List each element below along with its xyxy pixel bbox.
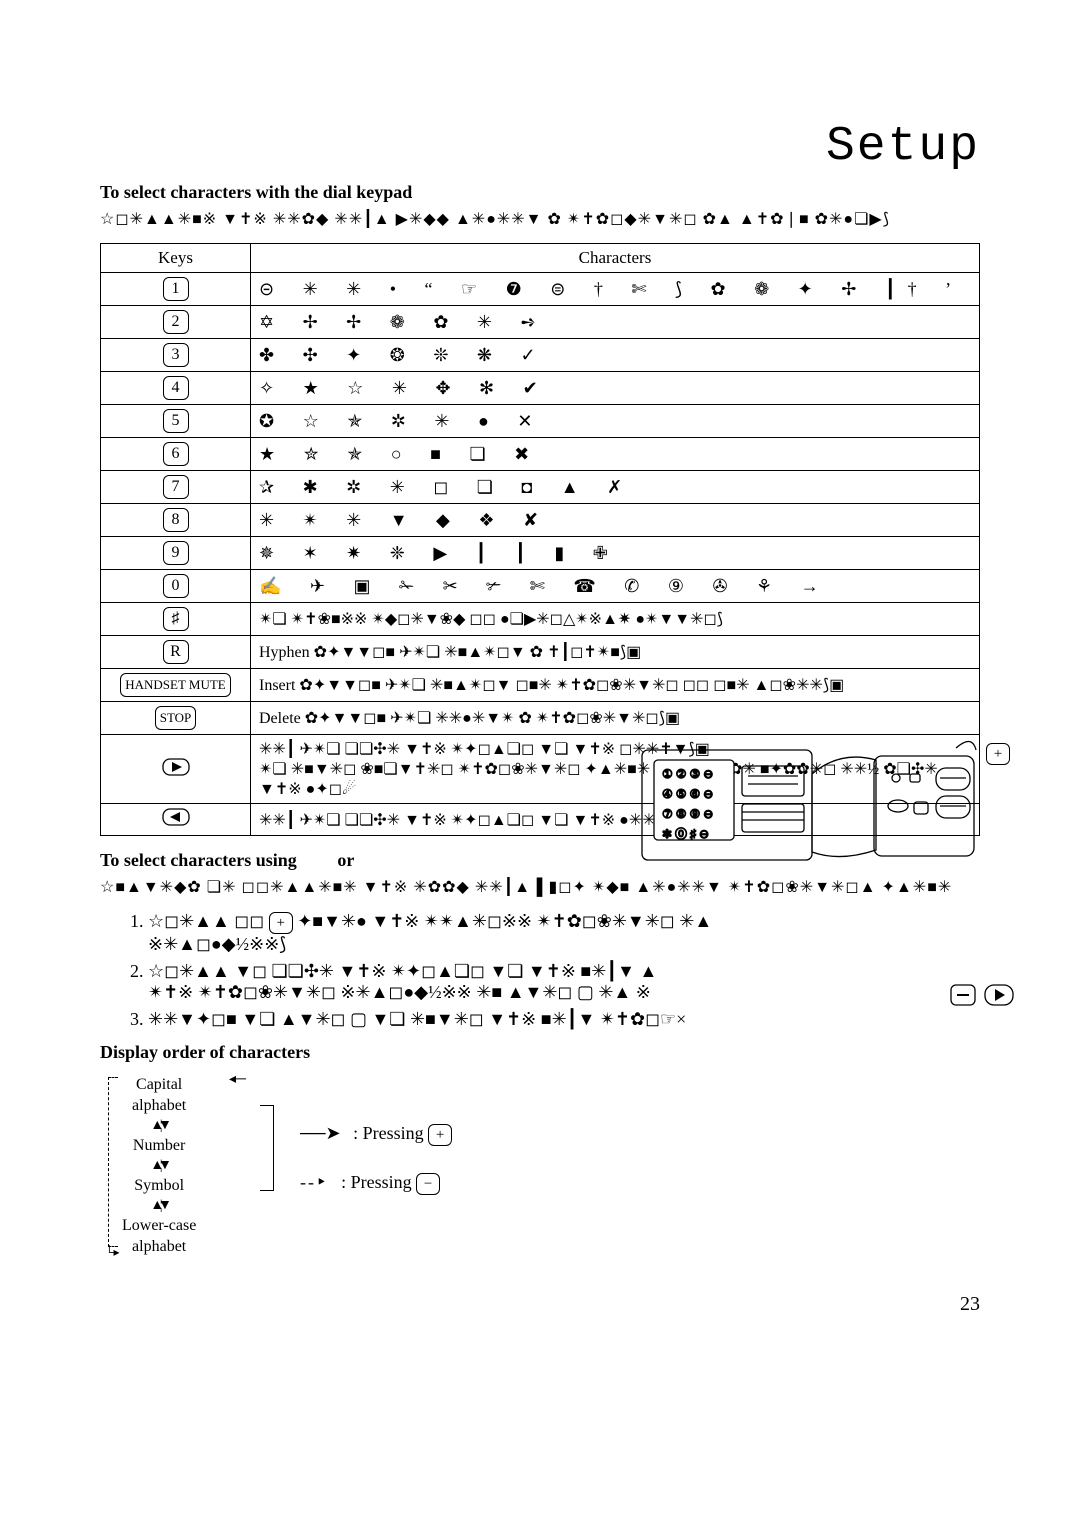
list-item: 2. ☆◻✳▲▲ ▼◻ ❏❏✣✳ ▼✝※ ✴✦◻▲❏◻ ▼❏ ▼✝※ ■✳┃▼ … <box>130 961 980 1003</box>
keypad-key: R <box>163 640 189 664</box>
table-row: 0 ✍ ✈ ▣ ✁ ✂ ✃ ✄ ☎ ✆ ⑨ ✇ ⚘ → <box>101 570 980 603</box>
keypad-key: 0 <box>163 574 189 598</box>
table-row: R Hyphen ✿✦▼▼◻■ ✈✴❏ ✳■▲✴◻▼ ✿ ✝┃◻✝✴■⟆▣ <box>101 636 980 669</box>
arrow-right-dash-icon: --‣ <box>300 1172 329 1192</box>
updown-icon-2: ▲ ¦ ▼ <box>122 1158 196 1174</box>
pressing-plus-label: : Pressing <box>353 1123 424 1143</box>
plus-key: + <box>269 912 293 934</box>
pressing-minus-label: : Pressing <box>341 1172 412 1192</box>
table-row: 3 ✤ ✣ ✦ ❂ ❊ ❋ ✓ <box>101 339 980 372</box>
keypad-chars: ✡ ✢ ✢ ❁ ✿ ✳ ➺ <box>251 306 980 339</box>
list-item: 1. ☆◻✳▲▲ ◻◻ + ✦■▼✳● ▼✝※ ✴✴▲✳◻※※ ✴✝✿◻❀✳▼✳… <box>130 911 980 955</box>
section-dial-keypad-heading: To select characters with the dial keypa… <box>100 182 980 203</box>
keypad-key: 1 <box>163 277 189 301</box>
keypad-key: 7 <box>163 475 189 499</box>
table-row: 1 ⊝ ✳ ✳ • “ ☞ ❼ ⊜ † ✄ ⟆ ✿ ❁ ✦ ✢ ┃† ’ <box>101 273 980 306</box>
page-number: 23 <box>100 1293 980 1316</box>
list-item: 3. ✳✳▼✦◻■ ▼❏ ▲▼✳◻ ▢ ▼❏ ✳■▼✳◻ ▼✝※ ■✳┃▼ ✴✝… <box>130 1009 980 1030</box>
svg-text:✻ ⓪ ♯ ⊖: ✻ ⓪ ♯ ⊖ <box>662 827 709 841</box>
minus-key: − <box>416 1173 440 1195</box>
device-right-button <box>984 984 1014 1011</box>
keypad-chars: ★ ✮ ✯ ○ ■ ❏ ✖ <box>251 438 980 471</box>
fax-device-illustration: ① ② ③ ⊖ ④ ⑤ ⑥ ⊖ ⑦ ⑧ ⑨ ⊖ ✻ ⓪ ♯ ⊖ <box>640 730 980 885</box>
keypad-chars: ✧ ★ ☆ ✳ ✥ ✻ ✔ <box>251 372 980 405</box>
keypad-chars: ✵ ✶ ✷ ❈ ▶ ┃ ┃ ▮ ✙ <box>251 537 980 570</box>
section-plusminus-heading-a: To select characters using <box>100 850 297 870</box>
flow-capital: Capital <box>122 1076 196 1094</box>
svg-text:④ ⑤ ⑥ ⊖: ④ ⑤ ⑥ ⊖ <box>662 787 713 801</box>
table-row: HANDSET MUTE Insert ✿✦▼▼◻■ ✈✴❏ ✳■▲✴◻▼ ◻■✳… <box>101 669 980 702</box>
table-row: 8 ✳ ✴ ✳ ▼ ◆ ❖ ✘ <box>101 504 980 537</box>
arrow-right-solid-icon: ──➤ <box>300 1123 341 1143</box>
updown-icon-3: ▲ ¦ ▼ <box>122 1198 196 1214</box>
instruction-list: 1. ☆◻✳▲▲ ◻◻ + ✦■▼✳● ▼✝※ ✴✴▲✳◻※※ ✴✝✿◻❀✳▼✳… <box>130 911 980 1030</box>
keypad-key: 9 <box>163 541 189 565</box>
table-row: 7 ✰ ✱ ✲ ✳ ◻ ❏ ◘ ▲ ✗ <box>101 471 980 504</box>
device-minus-button <box>950 984 976 1011</box>
flow-alphabet-2: alphabet <box>122 1238 196 1256</box>
keypad-key: 3 <box>163 343 189 367</box>
th-characters: Characters <box>251 244 980 273</box>
keypad-action-desc: Insert ✿✦▼▼◻■ ✈✴❏ ✳■▲✴◻▼ ◻■✳ ✴✝✿◻❀✳▼✳◻ ◻… <box>251 669 980 702</box>
page-title: Setup <box>100 120 980 174</box>
table-row: 5 ✪ ☆ ✯ ✲ ✳ ● ✕ <box>101 405 980 438</box>
keypad-chars: ✪ ☆ ✯ ✲ ✳ ● ✕ <box>251 405 980 438</box>
keypad-chars: ✤ ✣ ✦ ❂ ❊ ❋ ✓ <box>251 339 980 372</box>
flow-number: Number <box>122 1137 196 1155</box>
keypad-key: 6 <box>163 442 189 466</box>
flow-alphabet-1: alphabet <box>122 1097 196 1115</box>
svg-text:① ② ③ ⊖: ① ② ③ ⊖ <box>662 767 713 781</box>
svg-text:⑦ ⑧ ⑨ ⊖: ⑦ ⑧ ⑨ ⊖ <box>662 807 713 821</box>
keypad-key: 8 <box>163 508 189 532</box>
flow-lowercase: Lower-case <box>122 1217 196 1235</box>
updown-icon-1: ▲ ¦ ▼ <box>122 1118 196 1134</box>
section-plusminus-heading-or: or <box>337 850 354 870</box>
keypad-key: STOP <box>155 706 197 730</box>
return-arrow-icon: ◂─ <box>229 1071 246 1088</box>
keypad-action-desc: Hyphen ✿✦▼▼◻■ ✈✴❏ ✳■▲✴◻▼ ✿ ✝┃◻✝✴■⟆▣ <box>251 636 980 669</box>
keypad-key: 2 <box>163 310 189 334</box>
table-row: 6 ★ ✮ ✯ ○ ■ ❏ ✖ <box>101 438 980 471</box>
device-plus-key: + <box>986 743 1010 765</box>
keypad-chars: ⊝ ✳ ✳ • “ ☞ ❼ ⊜ † ✄ ⟆ ✿ ❁ ✦ ✢ ┃† ’ <box>251 273 980 306</box>
plus-key: + <box>428 1124 452 1146</box>
table-row: ♯ ✴❏ ✴✝❀■※※ ✴◆◻✳▼❀◆ ◻◻ ●❏▶✳◻△✴※▲✷ ●✴▼▼✳◻⟆ <box>101 603 980 636</box>
keypad-chars: ✍ ✈ ▣ ✁ ✂ ✃ ✄ ☎ ✆ ⑨ ✇ ⚘ → <box>251 570 980 603</box>
keypad-action-desc: ✴❏ ✴✝❀■※※ ✴◆◻✳▼❀◆ ◻◻ ●❏▶✳◻△✴※▲✷ ●✴▼▼✳◻⟆ <box>251 603 980 636</box>
table-row: 9 ✵ ✶ ✷ ❈ ▶ ┃ ┃ ▮ ✙ <box>101 537 980 570</box>
keypad-key: HANDSET MUTE <box>120 673 231 697</box>
keypad-key: ♯ <box>163 607 189 631</box>
table-row: 4 ✧ ★ ☆ ✳ ✥ ✻ ✔ <box>101 372 980 405</box>
keypad-key: 4 <box>163 376 189 400</box>
th-keys: Keys <box>101 244 251 273</box>
keypad-chars: ✳ ✴ ✳ ▼ ◆ ❖ ✘ <box>251 504 980 537</box>
display-order-diagram: ◂─ └▸ Capital alphabet ▲ ¦ ▼ Number ▲ ¦ … <box>100 1073 980 1263</box>
section-dial-keypad-desc: ☆◻✳▲▲✳■※ ▼✝※ ✳✳✿◆ ✳✳┃▲ ▶✳◆◆ ▲✳●✳✳▼ ✿ ✴✝✿… <box>100 209 980 229</box>
corner-arrow-icon: └▸ <box>105 1245 120 1260</box>
section-display-order-heading: Display order of characters <box>100 1042 310 1062</box>
flow-symbol: Symbol <box>122 1177 196 1195</box>
keypad-chars: ✰ ✱ ✲ ✳ ◻ ❏ ◘ ▲ ✗ <box>251 471 980 504</box>
keypad-key: 5 <box>163 409 189 433</box>
table-row: 2 ✡ ✢ ✢ ❁ ✿ ✳ ➺ <box>101 306 980 339</box>
